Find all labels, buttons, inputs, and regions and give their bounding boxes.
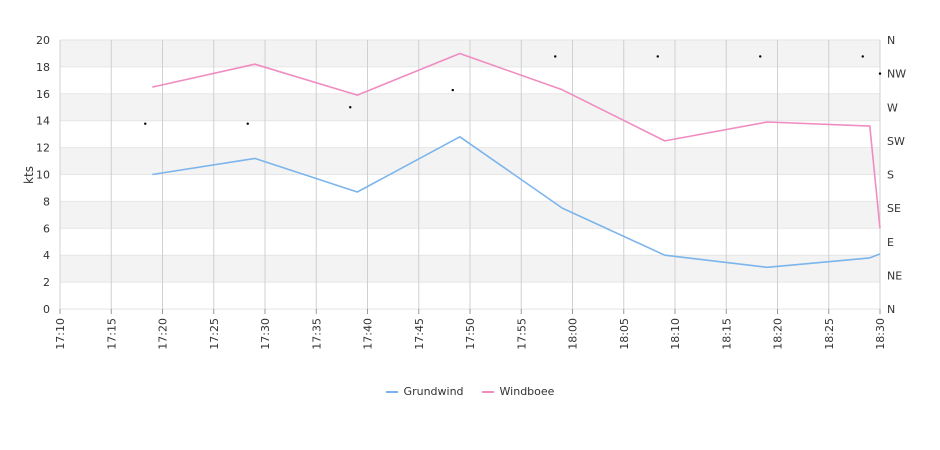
series-line-windboee: [152, 52, 881, 229]
direction-axis-ticks: N NE E SE S SW W NW N: [887, 34, 906, 316]
series-line-grundwind: [152, 136, 881, 269]
legend: Grundwind Windboee: [0, 385, 940, 398]
x-tick-label: 17:25: [208, 318, 221, 350]
direction-point: [861, 55, 864, 58]
legend-label-windboee: Windboee: [499, 385, 555, 398]
legend-swatch-grundwind: [385, 390, 398, 393]
direction-point: [451, 88, 454, 92]
x-tick-label: 17:55: [515, 318, 528, 350]
x-tick-label: 18:30: [874, 318, 887, 350]
y-tick-label: 2: [43, 276, 50, 289]
x-tick-label: 18:20: [772, 318, 785, 350]
direction-point: [144, 122, 147, 125]
direction-point: [349, 106, 352, 109]
legend-item-grundwind[interactable]: Grundwind: [385, 385, 464, 398]
direction-point: [554, 55, 557, 58]
direction-points: [144, 55, 882, 125]
direction-tick-label: E: [887, 236, 894, 249]
direction-tick-label: N: [887, 303, 895, 316]
x-tick-label: 18:25: [823, 318, 836, 350]
x-tick-label: 17:50: [464, 318, 477, 350]
legend-item-windboee[interactable]: Windboee: [481, 385, 555, 398]
x-axis-ticks: 17:10 17:15 17:20 17:25 17:30 17:35 17:40 17:45…: [54, 309, 887, 350]
y-tick-label: 14: [36, 115, 50, 128]
direction-tick-label: NW: [887, 68, 906, 81]
y-tick-label: 20: [36, 34, 50, 47]
legend-label-grundwind: Grundwind: [403, 385, 464, 398]
direction-tick-label: W: [887, 101, 898, 114]
legend-swatch-windboee: [481, 390, 494, 393]
y-tick-label: 0: [43, 303, 50, 316]
x-tick-label: 17:10: [54, 318, 67, 350]
direction-tick-label: S: [887, 169, 894, 182]
x-tick-label: 18:00: [567, 318, 580, 350]
y-tick-label: 12: [36, 142, 50, 155]
x-tick-label: 17:20: [157, 318, 170, 350]
x-tick-label: 17:40: [362, 318, 375, 350]
direction-point: [246, 122, 249, 125]
x-tick-label: 17:30: [259, 318, 272, 350]
y-tick-label: 10: [36, 169, 50, 182]
x-tick-label: 18:10: [669, 318, 682, 350]
direction-tick-label: N: [887, 34, 895, 47]
direction-tick-label: SE: [887, 202, 901, 215]
x-tick-label: 17:35: [310, 318, 323, 350]
y-tick-label: 6: [43, 222, 50, 235]
y-axis-title: kts: [22, 166, 36, 184]
direction-point: [656, 55, 659, 58]
y-tick-label: 8: [43, 195, 50, 208]
x-tick-label: 17:15: [105, 318, 118, 350]
x-tick-label: 18:05: [618, 318, 631, 350]
direction-tick-label: NE: [887, 269, 902, 282]
direction-tick-label: SW: [887, 135, 905, 148]
vertical-gridlines: [59, 40, 881, 309]
direction-point: [878, 72, 882, 75]
x-tick-label: 18:15: [720, 318, 733, 350]
direction-point: [759, 55, 762, 58]
y-tick-label: 16: [36, 88, 50, 101]
x-tick-label: 17:45: [413, 318, 426, 350]
y-tick-label: 18: [36, 61, 50, 74]
series-lines: [152, 52, 881, 269]
y-axis-ticks: 0 2 4 6 8 10 12 14 16 18 20: [36, 34, 50, 316]
y-tick-label: 4: [43, 249, 50, 262]
